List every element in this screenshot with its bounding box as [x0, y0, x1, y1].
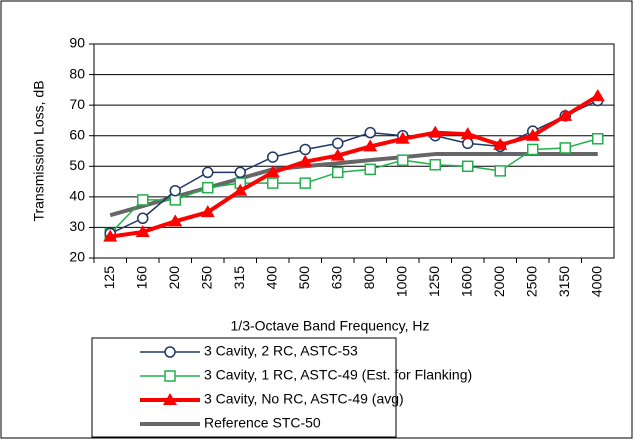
- y-tick-label: 70: [69, 96, 85, 112]
- data-point: [428, 125, 443, 138]
- x-tick-label: 200: [166, 266, 182, 290]
- legend-label: 3 Cavity, No RC, ASTC-49 (avg): [204, 391, 404, 407]
- data-point: [299, 143, 311, 156]
- data-point: [364, 163, 376, 176]
- data-point: [364, 126, 376, 139]
- x-tick-label: 2500: [523, 266, 539, 297]
- data-point: [527, 143, 539, 156]
- x-tick-label: 315: [231, 266, 247, 290]
- x-tick-label: 1250: [426, 266, 442, 297]
- data-point: [332, 166, 344, 179]
- data-point: [267, 151, 279, 163]
- x-tick-label: 500: [296, 266, 312, 290]
- y-axis-label: Transmission Loss, dB: [31, 80, 47, 221]
- x-tick-label: 125: [101, 266, 117, 290]
- data-point: [265, 165, 280, 178]
- data-point: [200, 205, 215, 218]
- x-tick-label: 400: [263, 266, 279, 290]
- data-point: [590, 88, 605, 101]
- data-point: [462, 160, 474, 173]
- x-tick-label: 1000: [393, 266, 409, 297]
- data-point: [168, 214, 183, 227]
- legend-label: 3 Cavity, 2 RC, ASTC-53: [204, 343, 358, 359]
- y-tick-label: 40: [69, 188, 85, 204]
- data-point: [103, 229, 118, 242]
- x-tick-label: 800: [361, 266, 377, 290]
- data-point: [137, 194, 149, 206]
- data-point: [202, 181, 214, 194]
- data-point: [233, 183, 248, 196]
- legend-marker: [163, 393, 177, 405]
- x-tick-label: 2000: [491, 266, 507, 297]
- series-line: [109, 138, 598, 235]
- x-tick-label: 3150: [556, 266, 572, 297]
- y-tick-label: 60: [69, 126, 85, 142]
- x-axis-label: 1/3-Octave Band Frequency, Hz: [231, 318, 430, 334]
- series-line: [109, 152, 598, 218]
- data-point: [429, 159, 441, 171]
- x-tick-label: 160: [133, 266, 149, 290]
- legend-marker: [164, 370, 176, 382]
- legend-label: 3 Cavity, 1 RC, ASTC-49 (Est. for Flanki…: [204, 367, 472, 383]
- y-tick-label: 80: [69, 65, 85, 81]
- data-point: [559, 142, 571, 154]
- data-point: [558, 108, 573, 121]
- data-point: [363, 139, 378, 152]
- x-tick-label: 630: [328, 266, 344, 290]
- x-tick-label: 4000: [588, 266, 604, 297]
- legend-marker: [164, 346, 176, 358]
- data-point: [460, 127, 475, 140]
- data-point: [234, 166, 246, 179]
- data-point: [202, 166, 214, 179]
- data-point: [494, 165, 506, 177]
- legend: [91, 337, 397, 438]
- data-point: [332, 137, 344, 150]
- y-tick-label: 90: [69, 35, 85, 51]
- data-point: [462, 137, 474, 150]
- data-point: [395, 131, 410, 144]
- y-tick-label: 50: [69, 157, 85, 173]
- x-tick-label: 250: [198, 266, 214, 290]
- data-point: [298, 154, 313, 167]
- data-point: [267, 177, 279, 189]
- y-tick-label: 20: [69, 249, 85, 265]
- legend-label: Reference STC-50: [204, 415, 321, 431]
- data-point: [169, 184, 181, 197]
- series-line: [109, 94, 599, 239]
- data-point: [592, 133, 604, 145]
- data-point: [493, 137, 508, 150]
- y-tick-label: 30: [69, 218, 85, 234]
- x-tick-label: 1600: [458, 266, 474, 297]
- data-point: [525, 128, 540, 141]
- data-point: [330, 148, 345, 161]
- data-point: [137, 212, 149, 225]
- data-point: [397, 154, 409, 166]
- data-point: [299, 177, 311, 189]
- data-point: [135, 225, 150, 238]
